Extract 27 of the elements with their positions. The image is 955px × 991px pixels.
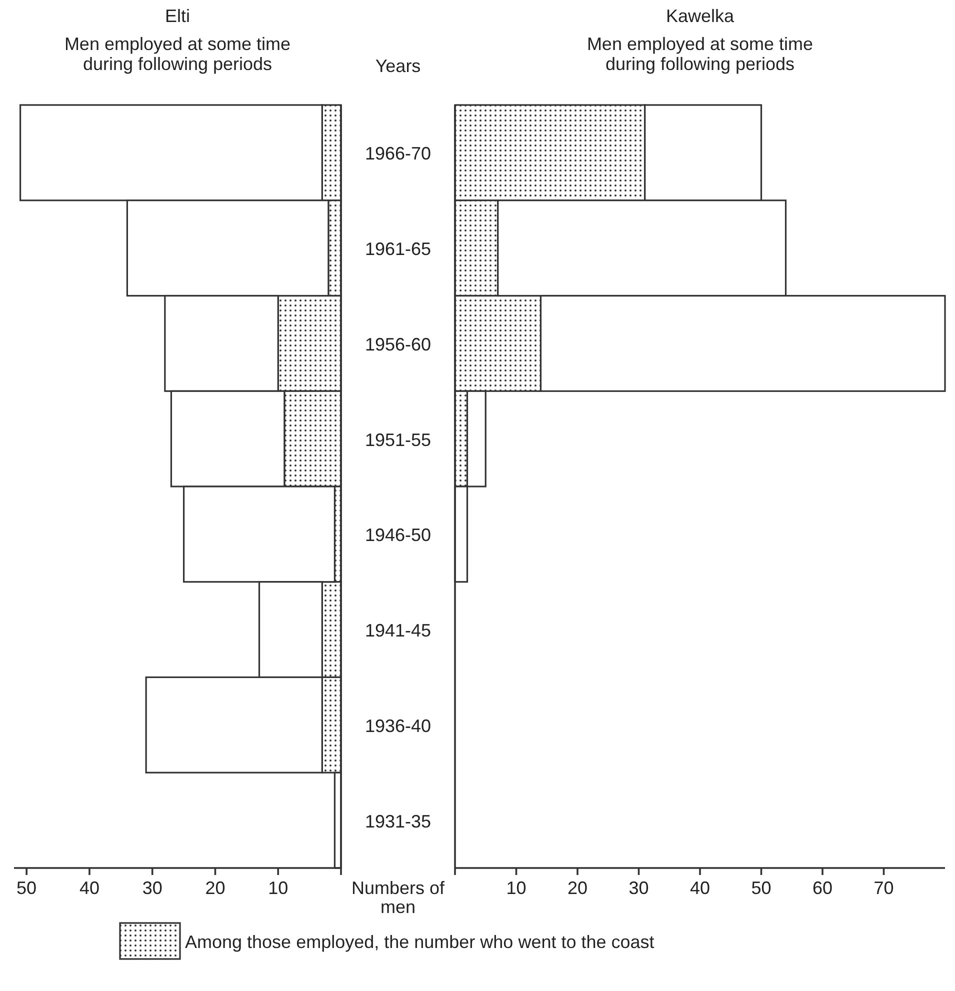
y-tick-label: 1951-55: [364, 430, 432, 450]
y-tick-label: 1956-60: [364, 334, 432, 354]
x-tick-label: 70: [874, 878, 894, 898]
x-tick-label: 40: [690, 878, 710, 898]
x-tick-label: 10: [506, 878, 526, 898]
x-tick-label: 10: [268, 878, 288, 898]
y-tick-label: 1961-65: [364, 239, 432, 260]
legend-label: Among those employed, the number who went to the coast: [185, 932, 654, 952]
x-tick-label: 50: [751, 878, 772, 898]
x-tick-label: 30: [628, 878, 649, 898]
y-tick-label: 1931-35: [364, 811, 432, 832]
y-tick-label: 1966-70: [364, 144, 432, 164]
y-axis-title: Years: [375, 56, 421, 76]
y-tick-label: 1946-50: [364, 525, 432, 546]
x-tick-label: 40: [79, 878, 100, 898]
chart-title: Kawelka: [666, 6, 735, 26]
x-tick-label: 50: [16, 878, 37, 898]
x-tick-label: 60: [812, 878, 833, 898]
chart-title: Elti: [164, 6, 190, 26]
chart-subtitle: Men employed at some time during following periods: [64, 34, 291, 74]
x-tick-label: 20: [567, 878, 588, 898]
chart-subtitle: Men employed at some time during following periods: [586, 34, 814, 74]
x-tick-label: 20: [205, 878, 226, 898]
x-tick-label: 30: [142, 878, 162, 898]
x-axis-title: Numbers of men: [351, 878, 446, 917]
y-tick-label: 1936-40: [364, 716, 432, 736]
y-tick-label: 1941-45: [364, 620, 432, 641]
